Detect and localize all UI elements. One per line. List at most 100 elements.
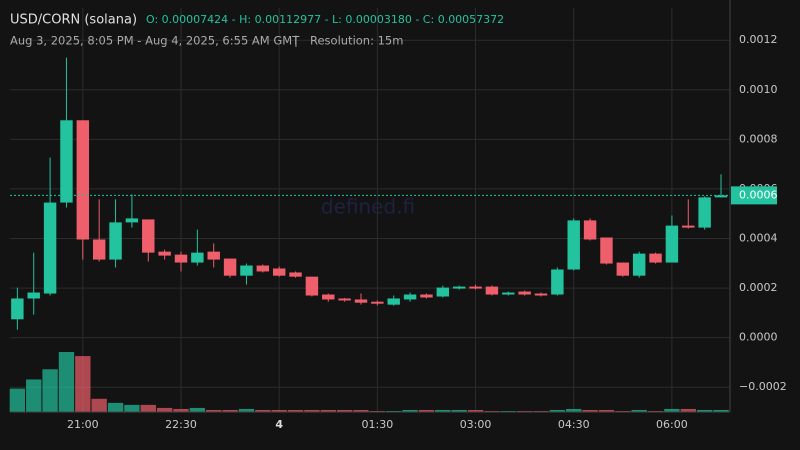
candle-body bbox=[109, 222, 122, 260]
volume-bar bbox=[386, 410, 402, 412]
candle-body bbox=[502, 292, 515, 295]
candle-body bbox=[616, 262, 630, 276]
volume-bar bbox=[42, 369, 58, 412]
volume-bar bbox=[516, 410, 533, 412]
candle-body bbox=[158, 251, 171, 256]
candle-body bbox=[322, 294, 335, 300]
y-tick-label: 0.0000 bbox=[739, 331, 778, 344]
candle-body bbox=[682, 225, 695, 228]
candle-body bbox=[452, 286, 466, 289]
volume-bar bbox=[451, 409, 467, 412]
candle-body bbox=[600, 237, 613, 264]
candle-body bbox=[272, 268, 286, 276]
y-tick-label: −0.0002 bbox=[739, 380, 787, 393]
candle-body bbox=[174, 254, 188, 263]
x-tick-label: 03:00 bbox=[460, 418, 492, 431]
volume-bar bbox=[615, 410, 631, 412]
volume-bar bbox=[124, 404, 140, 412]
volume-bar bbox=[189, 407, 206, 412]
chart-title: USD/CORN (solana) bbox=[10, 13, 137, 28]
candle-body bbox=[240, 265, 253, 276]
volume-bar bbox=[533, 410, 549, 412]
volume-bar bbox=[238, 408, 255, 412]
volume-bar bbox=[271, 409, 287, 412]
volume-bar bbox=[9, 388, 26, 412]
volume-bar bbox=[484, 410, 500, 412]
candle-body bbox=[436, 287, 450, 297]
candle-body bbox=[649, 253, 662, 263]
volume-bar bbox=[467, 409, 484, 412]
candle-body bbox=[551, 269, 564, 295]
candle-body bbox=[142, 219, 155, 253]
candle-body bbox=[11, 298, 24, 320]
volume-bar bbox=[402, 409, 418, 412]
candle-body bbox=[125, 218, 139, 223]
x-tick-label: 04:30 bbox=[558, 418, 590, 431]
resolution: Resolution: 15m bbox=[310, 34, 403, 48]
volume-bar bbox=[353, 409, 369, 412]
candle-body bbox=[60, 120, 73, 203]
volume-bar bbox=[418, 409, 435, 412]
candle-body bbox=[469, 286, 482, 289]
volume-bar bbox=[631, 409, 647, 412]
candle-body bbox=[485, 286, 499, 295]
candle-body bbox=[338, 298, 351, 301]
x-tick-label: 22:30 bbox=[165, 418, 197, 431]
volume-bar bbox=[75, 356, 91, 412]
candle-body bbox=[403, 294, 417, 300]
candle-body bbox=[76, 120, 90, 240]
volume-bar bbox=[320, 409, 336, 412]
candle-body bbox=[632, 253, 646, 276]
candle-body bbox=[27, 292, 40, 299]
grid bbox=[10, 8, 730, 412]
x-tick-label: 06:00 bbox=[656, 418, 688, 431]
candle-body bbox=[256, 265, 270, 272]
y-tick-label: 0.0008 bbox=[739, 132, 778, 145]
last-price-label: 0.0006 bbox=[739, 188, 778, 201]
candle-body bbox=[387, 298, 400, 305]
candle-body bbox=[698, 197, 711, 228]
volume-bar bbox=[287, 409, 304, 412]
x-tick-label: 4 bbox=[275, 418, 283, 431]
volume-bar bbox=[566, 408, 582, 412]
x-tick-label: 21:00 bbox=[67, 418, 99, 431]
candle-body bbox=[207, 251, 220, 260]
volume-bar bbox=[435, 409, 451, 412]
candle-body bbox=[534, 293, 548, 296]
volume-bar bbox=[696, 409, 713, 412]
volume-bar bbox=[206, 409, 222, 412]
candle-body bbox=[305, 276, 319, 296]
volume-bar bbox=[647, 410, 664, 412]
volume-bar bbox=[91, 398, 107, 412]
volume-bar bbox=[582, 409, 598, 412]
candle-body bbox=[371, 301, 384, 304]
plot bbox=[9, 57, 729, 412]
volume-bar bbox=[598, 409, 615, 412]
ohlc-summary: O: 0.00007424 - H: 0.00112977 - L: 0.000… bbox=[146, 13, 504, 26]
candle-body bbox=[420, 294, 433, 298]
candle-body bbox=[92, 239, 106, 260]
volume-bar bbox=[156, 407, 173, 412]
last-price-box bbox=[731, 186, 777, 205]
candle-body bbox=[354, 299, 368, 303]
y-tick-label: 0.0002 bbox=[739, 281, 778, 294]
volume-bar bbox=[107, 402, 124, 412]
volume-bar bbox=[304, 409, 320, 412]
y-tick-label: 0.0010 bbox=[739, 83, 778, 96]
subtitle: Aug 3, 2025, 8:05 PM - Aug 4, 2025, 6:55… bbox=[10, 34, 300, 48]
volume-bar bbox=[713, 409, 729, 412]
volume-bar bbox=[369, 410, 386, 412]
volume-bar bbox=[26, 379, 42, 412]
candle-body bbox=[714, 195, 728, 198]
candle-body bbox=[665, 225, 679, 263]
candle-body bbox=[567, 220, 580, 270]
volume-bar bbox=[58, 352, 75, 412]
candle-body bbox=[518, 291, 531, 295]
x-tick-label: 01:30 bbox=[362, 418, 394, 431]
volume-bar bbox=[255, 409, 271, 412]
volume-bar bbox=[549, 409, 566, 412]
watermark: defined.fi bbox=[321, 195, 415, 219]
y-tick-label: 0.0012 bbox=[739, 33, 778, 46]
candle-body bbox=[43, 202, 57, 294]
